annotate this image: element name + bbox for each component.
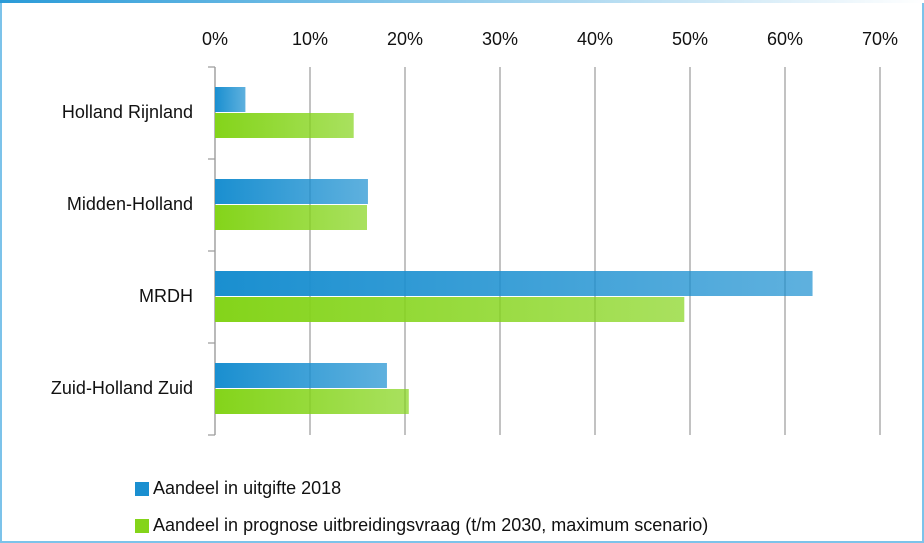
bar <box>215 179 368 204</box>
bar <box>215 271 813 296</box>
legend-swatch <box>135 482 149 496</box>
y-tick-label: Holland Rijnland <box>62 102 193 122</box>
bar <box>215 389 409 414</box>
x-tick-label: 0% <box>202 29 228 49</box>
frame-top <box>0 0 924 3</box>
x-tick-label: 40% <box>577 29 613 49</box>
x-tick-label: 30% <box>482 29 518 49</box>
y-tick-label: Zuid-Holland Zuid <box>51 378 193 398</box>
x-tick-label: 60% <box>767 29 803 49</box>
bar <box>215 113 354 138</box>
legend-label: Aandeel in prognose uitbreidingsvraag (t… <box>153 515 708 535</box>
bar <box>215 363 387 388</box>
bar <box>215 297 685 322</box>
bar <box>215 205 367 230</box>
legend-swatch <box>135 519 149 533</box>
x-tick-label: 20% <box>387 29 423 49</box>
y-tick-label: Midden-Holland <box>67 194 193 214</box>
bar <box>215 87 246 112</box>
x-tick-label: 70% <box>862 29 898 49</box>
y-tick-label: MRDH <box>139 286 193 306</box>
x-tick-label: 10% <box>292 29 328 49</box>
x-tick-label: 50% <box>672 29 708 49</box>
legend-label: Aandeel in uitgifte 2018 <box>153 478 341 498</box>
